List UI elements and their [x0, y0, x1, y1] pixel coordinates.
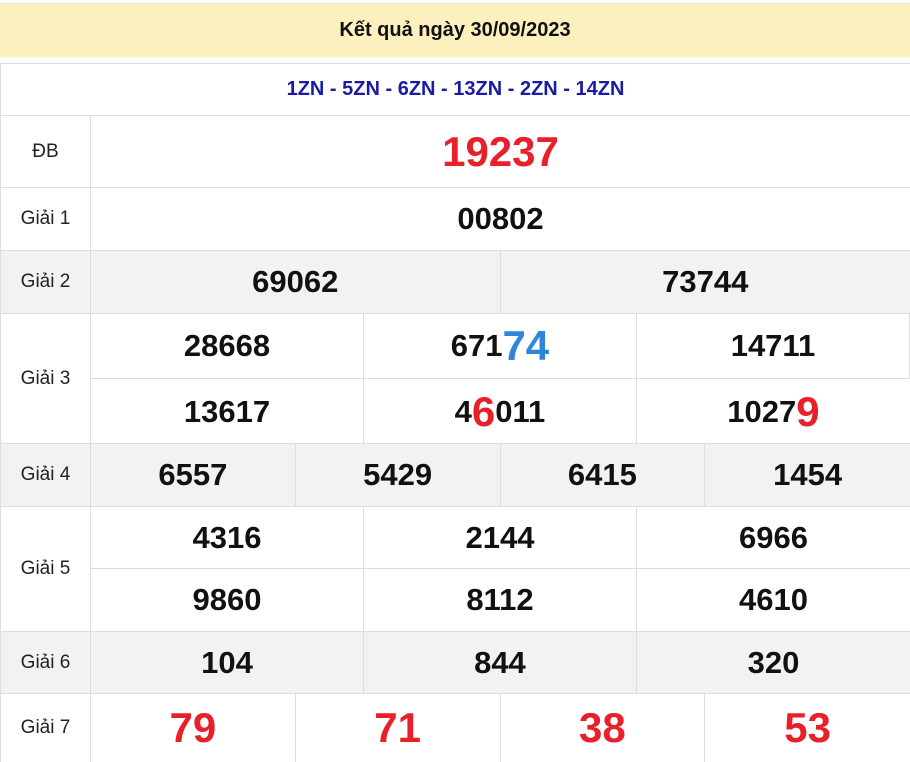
prize-number: 9860 — [91, 569, 364, 631]
prize-number: 28668 — [91, 314, 364, 379]
digits: 14711 — [731, 328, 816, 364]
prize-number: 6557 — [91, 444, 296, 506]
digits: 011 — [495, 394, 545, 430]
prize-label: Giải 1 — [0, 188, 91, 250]
prize-number: 69062 — [91, 251, 501, 313]
prize-row-g7: Giải 7 79 71 38 53 — [0, 694, 910, 762]
digits: 671 — [451, 328, 503, 364]
prize-number: 6966 — [637, 507, 910, 569]
prize-label: Giải 3 — [0, 314, 91, 443]
prize-number: 4316 — [91, 507, 364, 569]
prize-row-g4: Giải 4 6557 5429 6415 1454 — [0, 444, 910, 507]
prize-row-g6: Giải 6 104 844 320 — [0, 632, 910, 694]
prize-number: 4610 — [637, 569, 910, 631]
prize-label: Giải 4 — [0, 444, 91, 506]
prize-number: 53 — [705, 694, 910, 762]
digits: 1027 — [727, 394, 796, 430]
prize-row-g1: Giải 1 00802 — [0, 188, 910, 251]
prize-row-g2: Giải 2 69062 73744 — [0, 251, 910, 314]
prize-number: 14711 — [637, 314, 910, 379]
prize-label: Giải 5 — [0, 507, 91, 631]
prize-number: 8112 — [364, 569, 637, 631]
prize-number: 00802 — [91, 188, 910, 250]
prize-number: 73744 — [501, 251, 910, 313]
digits: 13617 — [184, 394, 270, 430]
prize-number: 320 — [637, 632, 910, 693]
prize-row-g5: Giải 5 4316 2144 6966 9860 8112 4610 — [0, 507, 910, 632]
special-prize-number: 19237 — [91, 116, 910, 187]
digits: 4 — [455, 394, 472, 430]
prize-number: 2144 — [364, 507, 637, 569]
prize-label: Giải 6 — [0, 632, 91, 693]
digits: 28668 — [184, 328, 270, 364]
highlighted-digits: 9 — [796, 388, 819, 436]
results-table: 1ZN - 5ZN - 6ZN - 13ZN - 2ZN - 14ZN ĐB 1… — [0, 63, 910, 762]
prize-number: 79 — [91, 694, 296, 762]
prize-label: ĐB — [0, 116, 91, 187]
prize-number: 38 — [501, 694, 706, 762]
prize-number: 1454 — [705, 444, 910, 506]
prize-row-db: ĐB 19237 — [0, 116, 910, 188]
highlighted-digits: 6 — [472, 388, 495, 436]
draw-codes: 1ZN - 5ZN - 6ZN - 13ZN - 2ZN - 14ZN — [0, 64, 910, 116]
prize-number: 71 — [296, 694, 501, 762]
prize-label: Giải 7 — [0, 694, 91, 762]
results-date-header: Kết quả ngày 30/09/2023 — [0, 3, 910, 57]
prize-number: 104 — [91, 632, 364, 693]
prize-number: 13617 — [91, 379, 364, 444]
prize-label: Giải 2 — [0, 251, 91, 313]
prize-number: 6415 — [501, 444, 706, 506]
prize-number: 5429 — [296, 444, 501, 506]
highlighted-digits: 74 — [502, 322, 549, 370]
prize-number: 844 — [364, 632, 637, 693]
